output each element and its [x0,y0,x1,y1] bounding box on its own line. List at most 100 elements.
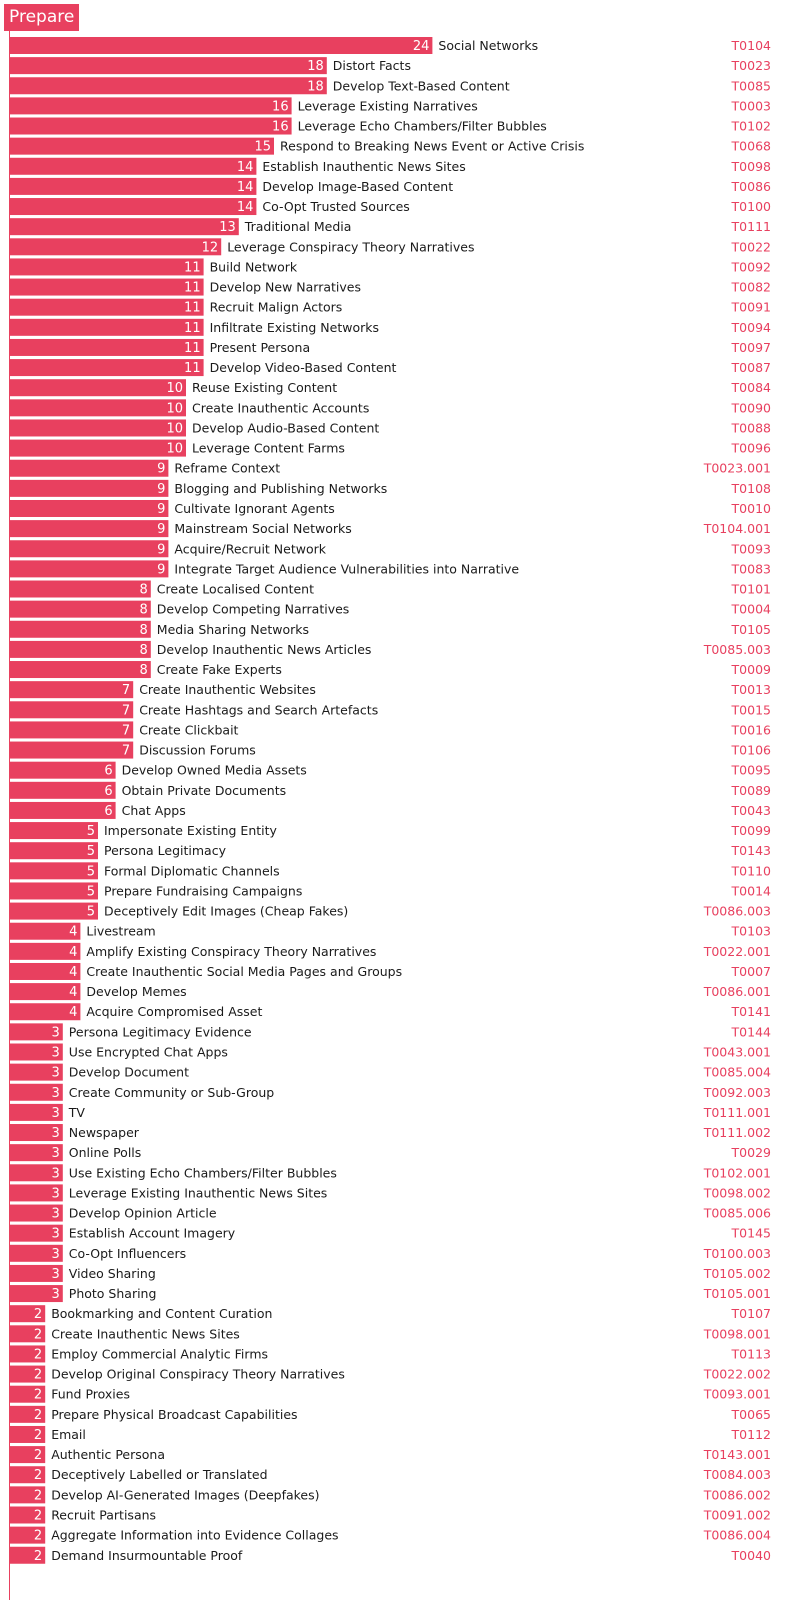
technique-code: T0007 [731,964,771,979]
bar-value-label: 2 [34,1488,42,1503]
technique-code: T0099 [731,823,771,838]
category-label: Develop Opinion Article [69,1206,217,1221]
technique-code: T0084 [731,380,771,395]
category-label: Discussion Forums [139,743,256,758]
bar [10,701,134,719]
bar-value-label: 11 [184,321,201,336]
technique-code: T0023.001 [703,461,771,476]
bar [10,1385,46,1403]
technique-code: T0086.002 [703,1487,771,1502]
category-label: Reframe Context [174,461,280,476]
bar [10,1083,63,1101]
bar-value-label: 18 [307,79,324,94]
bar [10,520,169,538]
technique-code: T0022.001 [703,944,771,959]
bar [10,419,186,437]
bar-value-label: 4 [69,925,77,940]
technique-code: T0092 [731,259,771,274]
category-label: Develop Video-Based Content [210,360,397,375]
technique-code: T0040 [731,1548,771,1563]
technique-code: T0094 [731,320,771,335]
technique-code: T0091.002 [703,1507,771,1522]
technique-code: T0097 [731,340,771,355]
technique-code: T0065 [731,1407,771,1422]
bar-value-label: 2 [34,1368,42,1383]
bar-value-label: 5 [87,884,95,899]
category-label: Create Inauthentic News Sites [51,1326,240,1341]
bar [10,942,81,960]
category-label: Develop Image-Based Content [262,179,453,194]
bar-value-label: 3 [52,1186,60,1201]
bar-value-label: 9 [157,562,165,577]
category-label: Livestream [86,924,155,939]
category-label: Fund Proxies [51,1387,130,1402]
bar-value-label: 3 [52,1086,60,1101]
bar [10,1063,63,1081]
technique-code: T0023 [731,58,771,73]
bar [10,318,204,336]
bar-value-label: 3 [52,1025,60,1040]
bar-value-label: 3 [52,1166,60,1181]
bar [10,238,222,256]
technique-code: T0098.002 [703,1185,771,1200]
category-label: Chat Apps [122,803,186,818]
bar-value-label: 11 [184,260,201,275]
bar [10,620,151,638]
bar [10,640,151,658]
bar-value-label: 3 [52,1146,60,1161]
technique-code: T0096 [731,441,771,456]
category-label: Recruit Malign Actors [210,300,343,315]
bar [10,278,204,296]
bar [10,1264,63,1282]
bar [10,862,98,880]
category-label: Media Sharing Networks [157,622,309,637]
bar-value-label: 16 [272,120,289,135]
bar [10,97,292,115]
bar-value-label: 11 [184,301,201,316]
category-label: Establish Account Imagery [69,1226,236,1241]
bar [10,1506,46,1524]
bar [10,1405,46,1423]
bar-value-label: 10 [166,442,183,457]
technique-code: T0082 [731,280,771,295]
bar [10,1466,46,1484]
bar [10,540,169,558]
bar-value-label: 8 [140,583,148,598]
bar [10,157,257,175]
bar [10,57,327,75]
technique-code: T0089 [731,783,771,798]
bar [10,681,134,699]
category-label: Present Persona [210,340,311,355]
bar [10,479,169,497]
category-label: Cultivate Ignorant Agents [174,501,334,516]
technique-code: T0043 [731,803,771,818]
technique-code: T0095 [731,763,771,778]
technique-code: T0111 [731,219,771,234]
bar [10,1345,46,1363]
category-label: Amplify Existing Conspiracy Theory Narra… [86,944,376,959]
bar-value-label: 4 [69,965,77,980]
bar [10,1224,63,1242]
bar [10,298,204,316]
category-label: Establish Inauthentic News Sites [262,159,465,174]
bar-value-label: 8 [140,623,148,638]
bar-value-label: 7 [122,703,130,718]
technique-code: T0083 [731,561,771,576]
category-label: Develop Memes [86,984,186,999]
bar-value-label: 2 [34,1448,42,1463]
category-label: Respond to Breaking News Event or Active… [280,139,584,154]
bar [10,661,151,679]
category-label: Obtain Private Documents [122,783,287,798]
bar-value-label: 12 [202,240,219,255]
bar [10,721,134,739]
bar [10,198,257,216]
bar [10,137,274,155]
category-label: Distort Facts [333,58,411,73]
technique-code: T0112 [731,1427,771,1442]
category-label: Co-Opt Influencers [69,1246,186,1261]
category-label: Develop Inauthentic News Articles [157,642,372,657]
bar [10,1103,63,1121]
technique-code: T0029 [731,1145,771,1160]
bar-value-label: 10 [166,381,183,396]
